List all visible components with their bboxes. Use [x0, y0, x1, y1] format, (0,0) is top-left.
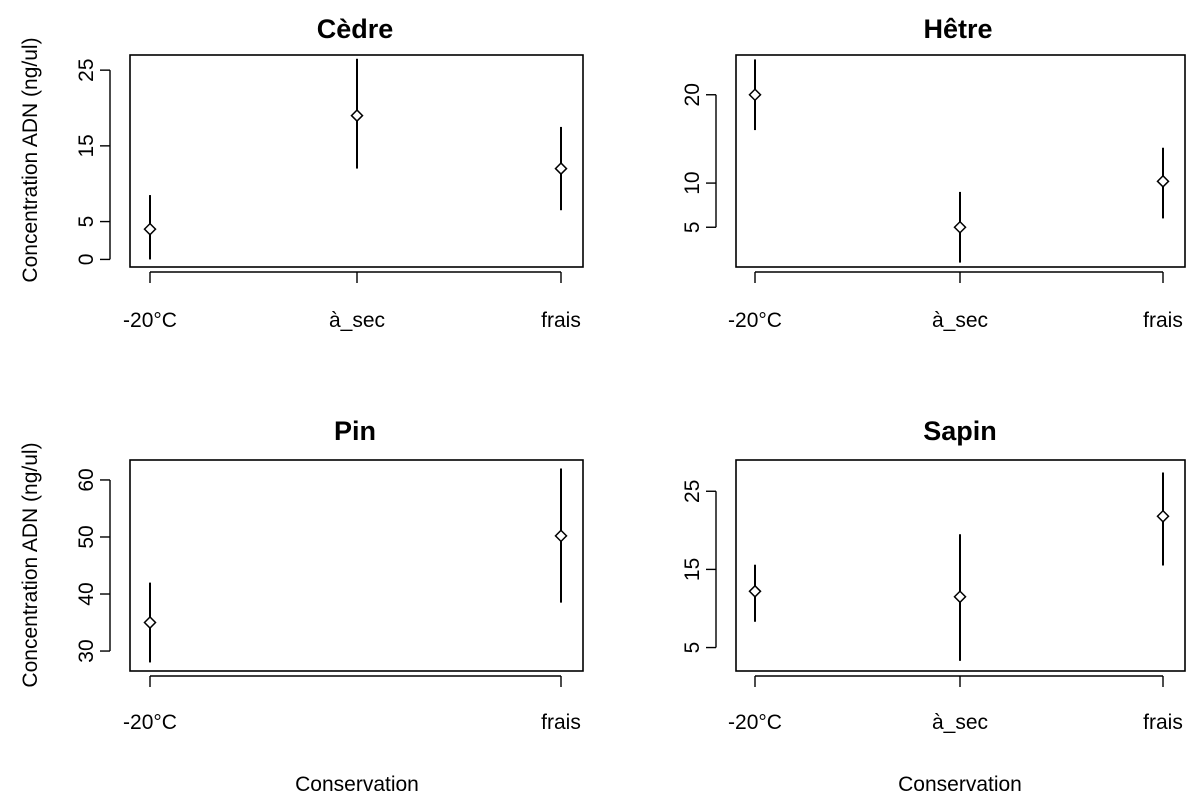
x-axis-label: Conservation — [295, 773, 419, 796]
panel-sapin: Sapin -20°C à_sec frais Conservation — [728, 416, 1183, 796]
data-point — [554, 162, 568, 176]
y-tick-label: 15 — [681, 558, 704, 581]
y-tick-label: 30 — [75, 639, 98, 662]
x-tick-label: à_sec — [329, 309, 385, 332]
y-tick-label: 25 — [681, 480, 704, 503]
x-tick-label: -20°C — [728, 309, 782, 332]
data-point — [143, 222, 157, 236]
y-tick-label: 60 — [75, 468, 98, 491]
x-tick-label: frais — [541, 309, 581, 332]
panel-cedre: Cèdre Concentration ADN (ng/ul) -20°C à_… — [19, 14, 581, 332]
plot-frame — [129, 459, 584, 672]
y-tick-label: 40 — [75, 582, 98, 605]
y-tick-label: 10 — [681, 171, 704, 194]
x-tick-label: à_sec — [932, 711, 988, 734]
data-point — [953, 220, 967, 234]
x-tick-label: frais — [1143, 711, 1183, 734]
x-tick-label: -20°C — [728, 711, 782, 734]
data-point — [143, 615, 157, 630]
plot-frame — [735, 54, 1186, 268]
panel-title: Cèdre — [317, 14, 394, 44]
panel-hetre: Hêtre -20°C à_sec frais — [728, 14, 1183, 332]
y-tick-label: 20 — [681, 83, 704, 106]
x-tick-label: frais — [1143, 309, 1183, 332]
panel-title: Hêtre — [923, 14, 992, 44]
x-tick-label: -20°C — [123, 309, 177, 332]
plot-frame — [735, 459, 1186, 672]
y-tick-label: 50 — [75, 525, 98, 548]
panel-title: Sapin — [923, 416, 997, 446]
data-point — [953, 590, 967, 604]
y-tick-label: 5 — [681, 642, 704, 654]
x-tick-label: -20°C — [123, 711, 177, 734]
y-tick-label: 5 — [75, 216, 98, 228]
x-tick-label: frais — [541, 711, 581, 734]
plot-area: 0 5 15 25 — [75, 54, 584, 283]
data-point — [554, 529, 568, 543]
data-point — [350, 109, 364, 123]
data-point — [748, 584, 762, 598]
panel-pin: Pin Concentration ADN (ng/ul) -20°C frai… — [19, 416, 581, 796]
plot-area: 5 10 20 — [681, 54, 1186, 283]
plot-frame — [129, 54, 584, 268]
y-axis-label: Concentration ADN (ng/ul) — [19, 37, 42, 282]
y-axis-label: Concentration ADN (ng/ul) — [19, 442, 42, 687]
data-point — [1156, 174, 1170, 188]
y-tick-label: 0 — [75, 254, 98, 266]
plot-area: 30 40 50 60 — [75, 459, 584, 687]
x-axis-label: Conservation — [898, 773, 1022, 796]
plot-area: 5 15 25 — [681, 459, 1186, 687]
data-point — [748, 88, 762, 102]
x-tick-label: à_sec — [932, 309, 988, 332]
panel-title: Pin — [334, 416, 376, 446]
y-tick-label: 5 — [681, 221, 704, 233]
data-point — [1156, 509, 1170, 523]
y-tick-label: 25 — [75, 58, 98, 81]
y-tick-label: 15 — [75, 134, 98, 157]
